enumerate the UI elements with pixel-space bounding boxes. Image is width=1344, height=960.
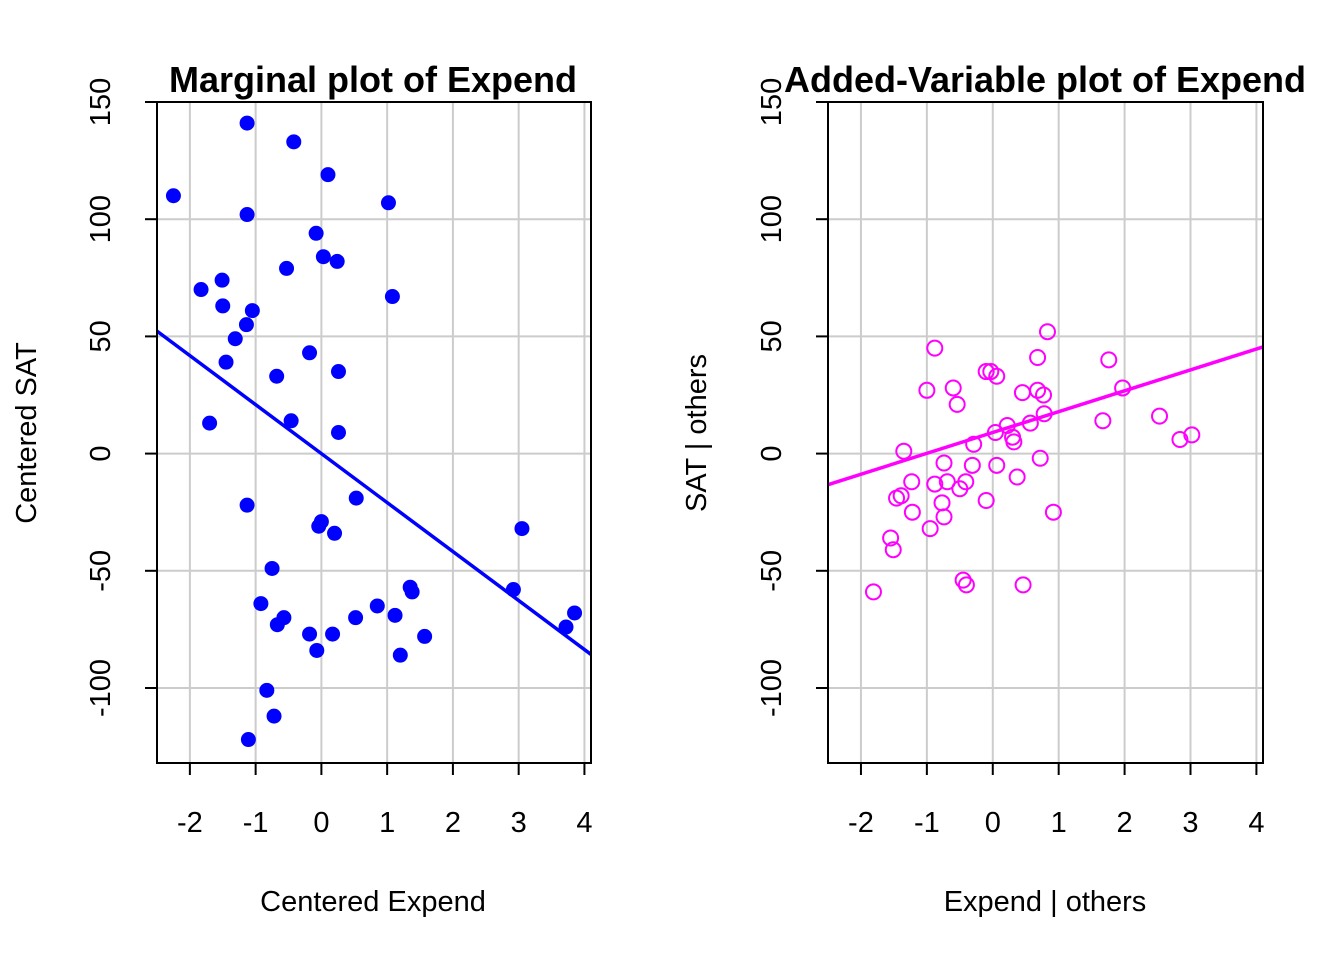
data-point <box>254 597 268 611</box>
data-point <box>228 332 242 346</box>
data-point <box>270 369 284 383</box>
data-point <box>393 648 407 662</box>
data-point <box>316 250 330 264</box>
data-point <box>287 135 301 149</box>
chart-title: Marginal plot of Expend <box>169 59 577 100</box>
y-tick-label: 100 <box>85 195 117 243</box>
data-point <box>241 733 255 747</box>
data-point <box>265 561 279 575</box>
data-point <box>245 304 259 318</box>
data-point <box>331 365 345 379</box>
data-point <box>284 414 298 428</box>
y-tick-label: -50 <box>756 550 788 592</box>
data-point <box>405 585 419 599</box>
data-point <box>312 519 326 533</box>
x-tick-label: 4 <box>1248 807 1264 839</box>
x-tick-label: -1 <box>914 807 940 839</box>
data-point <box>240 208 254 222</box>
data-point <box>219 355 233 369</box>
y-tick-label: 50 <box>756 320 788 352</box>
x-tick-label: -1 <box>243 807 269 839</box>
y-axis-label: Centered SAT <box>11 342 43 524</box>
data-point <box>349 491 363 505</box>
y-tick-label: 0 <box>85 446 117 462</box>
x-tick-label: 4 <box>576 807 592 839</box>
y-tick-label: -100 <box>85 659 117 717</box>
data-point <box>310 643 324 657</box>
x-tick-label: 3 <box>1182 807 1198 839</box>
data-point <box>280 261 294 275</box>
x-axis-label: Expend | others <box>944 886 1147 918</box>
data-point <box>260 683 274 697</box>
x-tick-label: 0 <box>985 807 1001 839</box>
x-tick-label: 3 <box>511 807 527 839</box>
x-tick-label: -2 <box>177 807 203 839</box>
data-point <box>330 254 344 268</box>
data-point <box>385 290 399 304</box>
x-tick-label: 1 <box>1051 807 1067 839</box>
data-point <box>388 608 402 622</box>
data-point <box>568 606 582 620</box>
data-point <box>166 189 180 203</box>
y-axis-label: SAT | others <box>681 354 713 512</box>
data-point <box>381 196 395 210</box>
data-point <box>303 346 317 360</box>
x-tick-label: -2 <box>848 807 874 839</box>
data-point <box>203 416 217 430</box>
x-tick-label: 1 <box>379 807 395 839</box>
data-point <box>559 620 573 634</box>
x-tick-label: 2 <box>445 807 461 839</box>
data-point <box>270 618 284 632</box>
data-point <box>349 611 363 625</box>
data-point <box>303 627 317 641</box>
y-tick-label: 150 <box>85 78 117 126</box>
data-point <box>370 599 384 613</box>
y-tick-label: 100 <box>756 195 788 243</box>
x-axis-label: Centered Expend <box>260 886 486 918</box>
data-point <box>506 583 520 597</box>
data-point <box>326 627 340 641</box>
data-point <box>267 709 281 723</box>
data-point <box>216 299 230 313</box>
data-point <box>215 273 229 287</box>
data-point <box>515 522 529 536</box>
data-point <box>328 526 342 540</box>
data-point <box>240 498 254 512</box>
x-tick-label: 2 <box>1117 807 1133 839</box>
data-point <box>418 629 432 643</box>
data-point <box>331 426 345 440</box>
data-point <box>309 226 323 240</box>
data-point <box>239 318 253 332</box>
data-point <box>240 116 254 130</box>
x-tick-label: 0 <box>313 807 329 839</box>
y-tick-label: 50 <box>85 320 117 352</box>
data-point <box>194 283 208 297</box>
data-point <box>321 168 335 182</box>
y-tick-label: -50 <box>85 550 117 592</box>
y-tick-label: 0 <box>756 446 788 462</box>
y-tick-label: -100 <box>756 659 788 717</box>
chart-title: Added-Variable plot of Expend <box>784 59 1306 100</box>
